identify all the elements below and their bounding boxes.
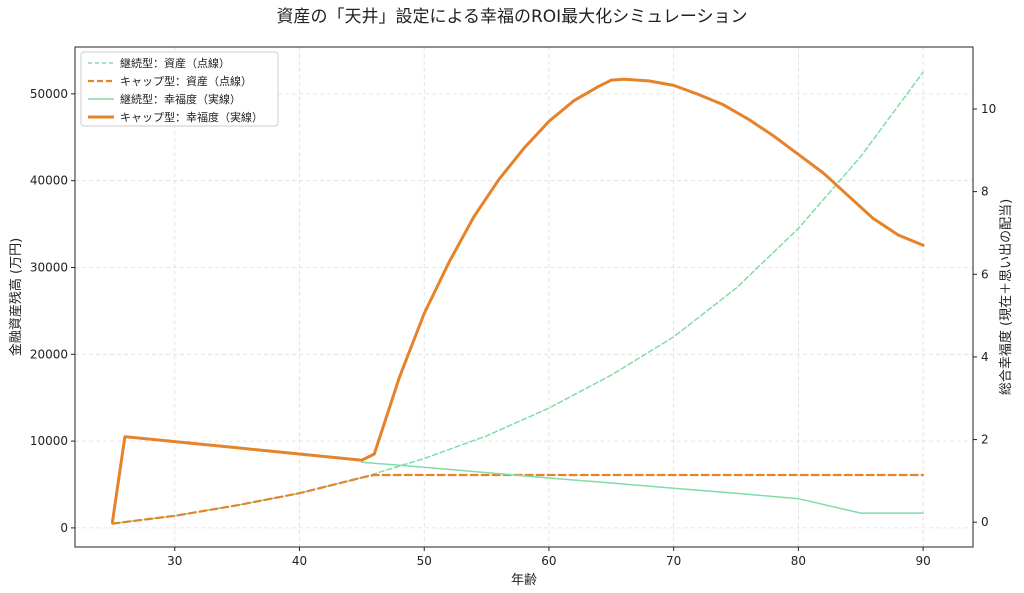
- y-right-tick-label: 10: [981, 102, 996, 116]
- y-left-tick-label: 50000: [30, 87, 68, 101]
- legend: 継続型：資産（点線） キャップ型：資産（点線） 継続型：幸福度（実線） キャップ型：幸…: [80, 51, 279, 127]
- grid-x: [174, 47, 924, 547]
- y-right-tick-label: 6: [981, 267, 989, 281]
- chart-title: 資産の「天井」設定による幸福のROI最大化シミュレーション: [276, 7, 747, 27]
- x-tick-label: 30: [167, 554, 182, 568]
- legend-box: [80, 51, 279, 127]
- y-right-axis: 0 2 4 6 8 10: [973, 102, 996, 529]
- legend-label-1: 継続型：資産（点線）: [120, 56, 230, 70]
- legend-label-2: キャップ型：資産（点線）: [120, 74, 252, 88]
- grid-y: [75, 93, 973, 529]
- x-tick-label: 90: [915, 554, 930, 568]
- y-left-tick-label: 20000: [30, 347, 68, 361]
- series-line-1: [111, 71, 924, 525]
- y-left-axis: 0 10000 20000 30000 40000 50000: [30, 87, 75, 535]
- y-left-tick-label: 10000: [30, 434, 68, 448]
- series-line-4: [110, 77, 925, 524]
- series-line-2: [111, 473, 925, 525]
- x-tick-label: 60: [541, 554, 556, 568]
- x-axis-label: 年齢: [511, 573, 537, 588]
- x-tick-label: 80: [791, 554, 806, 568]
- y-left-tick-label: 0: [60, 521, 68, 535]
- y-right-tick-label: 2: [981, 433, 989, 447]
- x-axis: 30 40 50 60 70 80 90: [167, 547, 931, 568]
- x-tick-label: 70: [666, 554, 681, 568]
- y-left-tick-label: 40000: [30, 174, 68, 188]
- y-right-axis-label: 総合幸福度 (現在＋思い出の配当): [998, 199, 1014, 395]
- y-left-tick-label: 30000: [30, 260, 68, 274]
- legend-label-3: 継続型：幸福度（実線）: [120, 92, 241, 106]
- y-left-axis-label: 金融資産残高 (万円): [8, 238, 24, 356]
- y-right-tick-label: 4: [981, 350, 989, 364]
- x-tick-label: 40: [292, 554, 307, 568]
- series-layer: [110, 71, 925, 525]
- legend-label-4: キャップ型：幸福度（実線）: [120, 110, 263, 124]
- y-right-tick-label: 0: [981, 515, 989, 529]
- series-line-3: [361, 461, 924, 514]
- plot-frame: [74, 46, 974, 548]
- x-tick-label: 50: [417, 554, 432, 568]
- y-right-tick-label: 8: [981, 185, 989, 199]
